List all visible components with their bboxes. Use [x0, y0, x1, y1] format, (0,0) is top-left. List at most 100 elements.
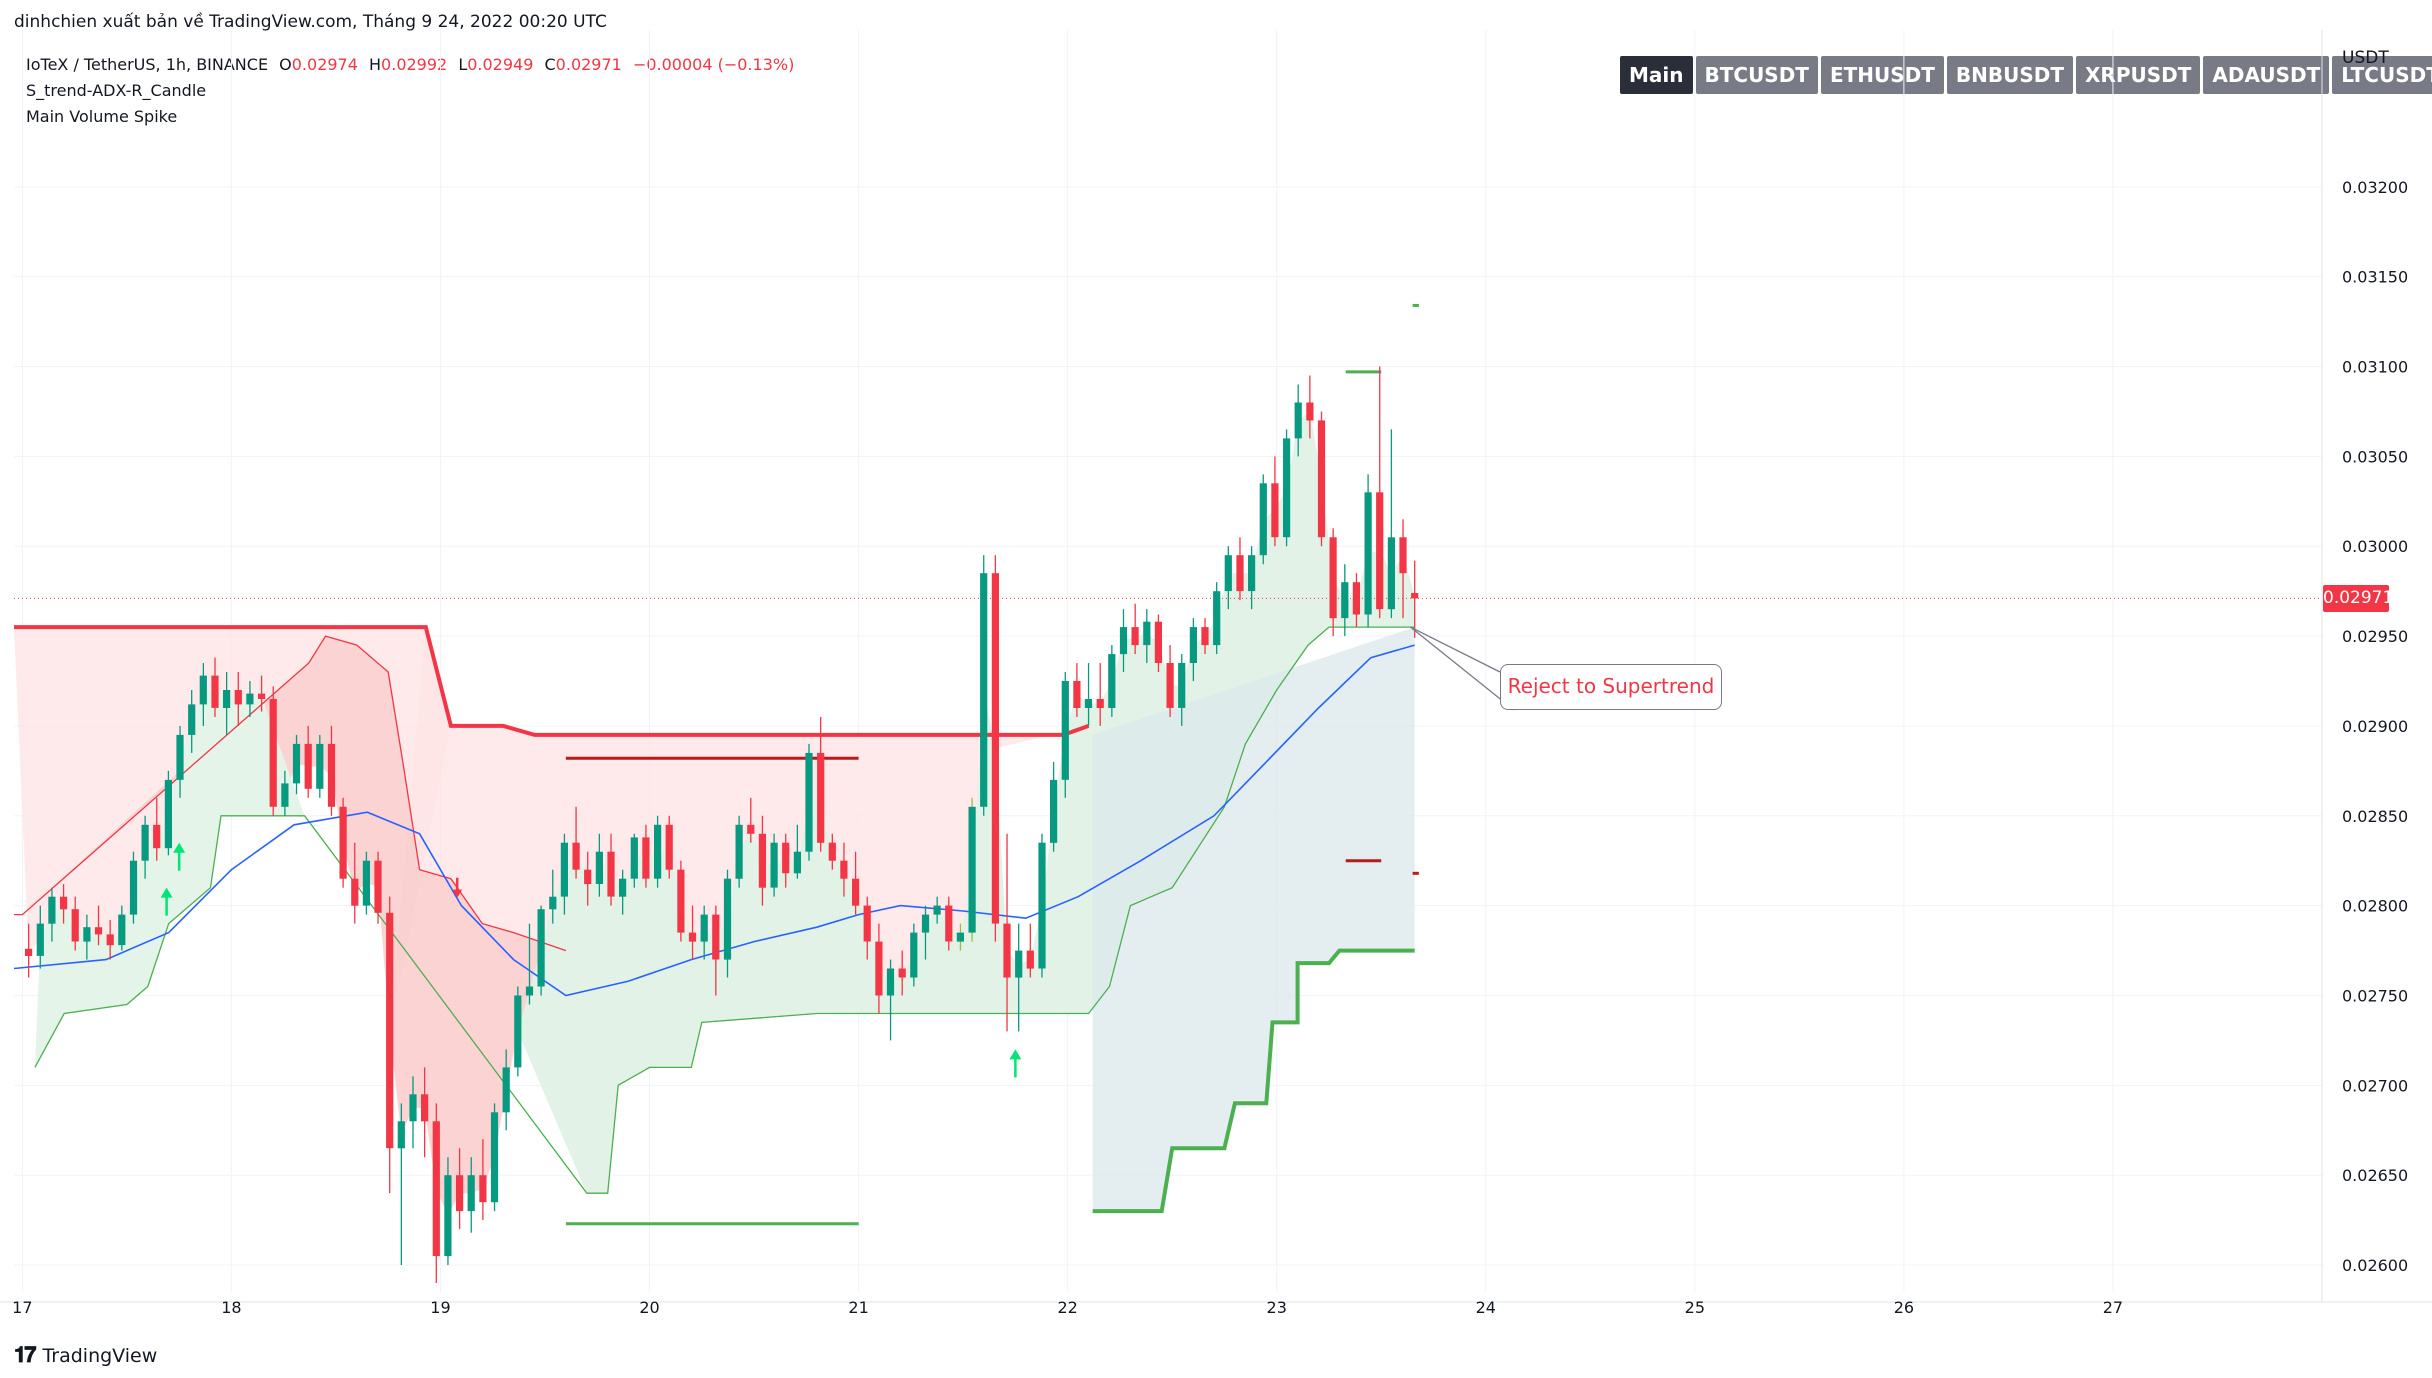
- time-tick-label: 17: [12, 1298, 32, 1317]
- change-value: −0.00004 (−0.13%): [632, 55, 795, 74]
- candle-body: [374, 860, 382, 913]
- tab-adausdt[interactable]: ADAUSDT: [2203, 56, 2330, 94]
- candle-body: [1061, 681, 1069, 780]
- candle-body: [723, 878, 732, 960]
- candle-body: [793, 851, 801, 874]
- candle-body: [339, 806, 347, 879]
- price-tick-label: 0.02900: [2342, 717, 2408, 736]
- tab-xrpusdt[interactable]: XRPUSDT: [2076, 56, 2201, 94]
- price-tick-label: 0.03100: [2342, 358, 2408, 377]
- candle-body: [1143, 621, 1151, 646]
- candle-body: [1131, 627, 1139, 646]
- symbol-label[interactable]: IoTeX / TetherUS, 1h, BINANCE: [26, 55, 269, 74]
- candle-body: [246, 693, 254, 705]
- candle-body: [479, 1175, 487, 1203]
- candle-body: [234, 690, 242, 705]
- candle-body: [642, 837, 650, 879]
- candle-body: [211, 675, 219, 708]
- candle-body: [1038, 842, 1046, 969]
- candle-body: [560, 842, 568, 897]
- ohlc-open: O0.02974: [279, 55, 358, 74]
- tab-btcusdt[interactable]: BTCUSDT: [1695, 56, 1818, 94]
- candle-body: [537, 909, 545, 987]
- candle-body: [1399, 537, 1407, 574]
- tab-ltcusdt[interactable]: LTCUSDT: [2332, 56, 2432, 94]
- candle-body: [118, 914, 126, 946]
- candle-body: [25, 948, 33, 956]
- candle-body: [1003, 923, 1011, 978]
- price-tick-label: 0.02650: [2342, 1166, 2408, 1185]
- open-label: O: [279, 55, 292, 74]
- candle-body: [525, 986, 534, 996]
- candle-body: [572, 842, 580, 870]
- candle-body: [94, 927, 103, 935]
- candle-body: [770, 842, 778, 888]
- tab-main[interactable]: Main: [1620, 56, 1693, 94]
- time-tick-label: 25: [1685, 1298, 1705, 1317]
- candle-body: [421, 1094, 429, 1122]
- candle-body: [619, 878, 627, 897]
- candle-body: [991, 573, 999, 924]
- candle-body: [1201, 627, 1209, 646]
- time-tick-label: 21: [848, 1298, 868, 1317]
- candle-body: [1096, 699, 1104, 708]
- candle-body: [1306, 402, 1314, 421]
- reject-callout: Reject to Supertrend: [1500, 664, 1722, 710]
- candle-body: [1387, 537, 1395, 610]
- candle-body: [1224, 555, 1232, 592]
- candle-body: [630, 837, 638, 879]
- price-tick-label: 0.02750: [2342, 986, 2408, 1005]
- price-tick-label: 0.02600: [2342, 1256, 2408, 1275]
- low-label: L: [458, 55, 468, 74]
- time-tick-label: 24: [1476, 1298, 1496, 1317]
- time-tick-label: 20: [639, 1298, 659, 1317]
- candle-body: [60, 896, 68, 910]
- candle-body: [48, 896, 56, 924]
- signal-arrow-up-head-icon: [160, 887, 173, 898]
- candle-body: [945, 905, 953, 942]
- candle-body: [1259, 483, 1267, 556]
- candle-body: [327, 743, 336, 807]
- signal-arrow-down-head-icon: [452, 889, 463, 898]
- candle-body: [444, 1175, 452, 1257]
- candle-body: [875, 941, 883, 996]
- price-tick-label: 0.02800: [2342, 897, 2408, 916]
- candle-body: [362, 860, 370, 906]
- candle-body: [747, 824, 755, 834]
- tab-bnbusdt[interactable]: BNBUSDT: [1946, 56, 2074, 94]
- candle-body: [281, 783, 289, 807]
- candle-body: [223, 690, 231, 708]
- indicator-label-1[interactable]: S_trend-ADX-R_Candle: [26, 81, 207, 100]
- candle-body: [607, 851, 615, 897]
- candle-body: [316, 743, 324, 789]
- candle-body: [595, 851, 603, 884]
- candle-body: [584, 869, 592, 885]
- candle-body: [409, 1094, 417, 1122]
- close-value: 0.02971: [555, 55, 622, 74]
- supertrend-fast-bull: [34, 626, 1415, 1194]
- candle-body: [817, 752, 825, 843]
- ohlc-row: IoTeX / TetherUS, 1h, BINANCE O0.02974 H…: [26, 52, 800, 78]
- tradingview-logo[interactable]: 𝟏𝟕 TradingView: [14, 1343, 157, 1368]
- candle-body: [968, 806, 976, 933]
- indicator-label-2[interactable]: Main Volume Spike: [26, 107, 178, 126]
- price-tick-label: 0.02950: [2342, 627, 2408, 646]
- candle-body: [432, 1121, 440, 1257]
- candle-body: [852, 878, 860, 906]
- candle-body: [1108, 654, 1116, 708]
- tab-ethusdt[interactable]: ETHUSDT: [1820, 56, 1944, 94]
- candle-body: [397, 1121, 405, 1149]
- brand-label: TradingView: [42, 1344, 158, 1367]
- candle-body: [258, 693, 266, 699]
- candle-body: [1352, 582, 1360, 615]
- close-label: C: [544, 55, 556, 74]
- candle-body: [106, 934, 114, 946]
- candle-body: [1283, 438, 1291, 538]
- time-tick-label: 26: [1894, 1298, 1914, 1317]
- moving-average-line: [13, 644, 1415, 997]
- candle-body: [1271, 483, 1279, 538]
- tv-logo-icon: 𝟏𝟕: [14, 1343, 37, 1368]
- candle-body: [351, 878, 359, 906]
- candle-body: [502, 1067, 510, 1113]
